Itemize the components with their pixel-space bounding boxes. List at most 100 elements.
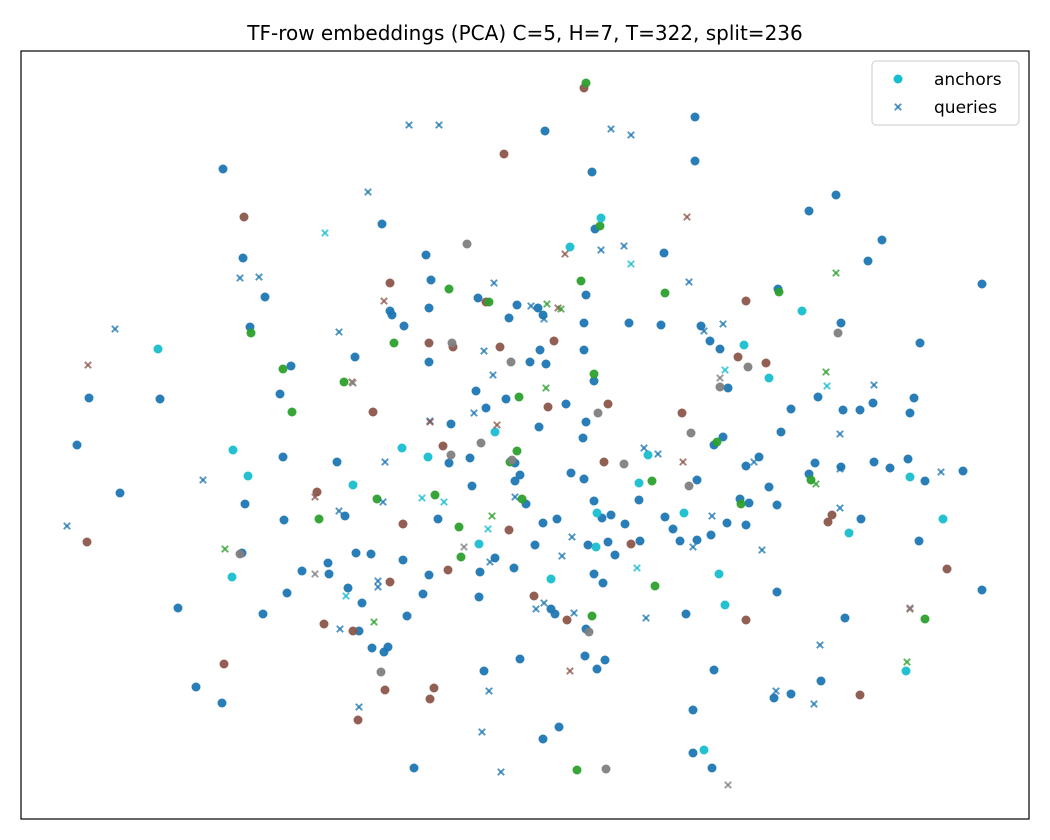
point-anchor-71: [877, 235, 887, 245]
point-anchor-83: [690, 112, 700, 122]
point-anchor-108: [446, 419, 456, 429]
point-anchor-237: [572, 765, 582, 775]
point-anchor-137: [238, 253, 248, 263]
point-anchor-35: [589, 569, 599, 579]
point-anchor-130: [279, 515, 289, 525]
point-anchor-67: [909, 393, 919, 403]
point-anchor-68: [958, 466, 968, 476]
point-query-65: [566, 667, 574, 675]
point-query-22: [199, 476, 207, 484]
point-anchor-272: [474, 539, 484, 549]
point-anchor-238: [462, 239, 472, 249]
point-anchor-91: [579, 345, 589, 355]
point-anchor-171: [239, 212, 249, 222]
point-anchor-7: [366, 549, 376, 559]
point-anchor-12: [155, 394, 165, 404]
point-query-9: [490, 279, 498, 287]
point-query-49: [485, 687, 493, 695]
point-query-6: [255, 273, 263, 281]
point-query-18: [489, 371, 497, 379]
point-query-55: [380, 297, 388, 305]
point-anchor-33: [530, 540, 540, 550]
point-anchor-257: [797, 306, 807, 316]
point-anchor-199: [319, 619, 329, 629]
point-anchor-179: [603, 399, 613, 409]
point-anchor-279: [227, 572, 237, 582]
point-anchor-5: [258, 609, 268, 619]
point-query-41: [570, 609, 578, 617]
point-anchor-153: [722, 518, 732, 528]
point-anchor-44: [668, 524, 678, 534]
point-query-39: [758, 546, 766, 554]
point-anchor-204: [353, 715, 363, 725]
point-anchor-198: [385, 577, 395, 587]
point-anchor-135: [260, 292, 270, 302]
point-anchor-124: [323, 558, 333, 568]
point-anchor-111: [424, 357, 434, 367]
point-query-17: [480, 347, 488, 355]
point-anchor-263: [397, 443, 407, 453]
point-anchor-253: [376, 667, 386, 677]
point-anchor-42: [706, 530, 716, 540]
legend-marker-queries: [894, 103, 902, 111]
point-anchor-178: [543, 402, 553, 412]
point-anchor-186: [626, 539, 636, 549]
point-anchor-52: [620, 519, 630, 529]
point-anchor-87: [624, 318, 634, 328]
point-anchor-78: [772, 500, 782, 510]
point-query-10: [527, 302, 535, 310]
point-anchor-49: [581, 417, 591, 427]
point-anchor-133: [278, 452, 288, 462]
point-query-24: [335, 507, 343, 515]
point-anchor-59: [776, 427, 786, 437]
point-anchor-74: [804, 206, 814, 216]
point-anchor-176: [495, 342, 505, 352]
point-anchor-77: [744, 498, 754, 508]
point-query-85: [721, 366, 729, 374]
point-anchor-161: [869, 457, 879, 467]
point-query-36: [836, 465, 844, 473]
point-anchor-192: [827, 510, 837, 520]
point-anchor-265: [348, 480, 358, 490]
point-anchor-95: [533, 303, 543, 313]
point-anchor-264: [423, 452, 433, 462]
point-anchor-276: [844, 528, 854, 538]
point-anchor-2: [538, 734, 548, 744]
point-anchor-187: [677, 408, 687, 418]
point-anchor-170: [499, 149, 509, 159]
point-anchor-110: [433, 514, 443, 524]
point-anchor-119: [350, 352, 360, 362]
point-anchor-36: [598, 578, 608, 588]
point-anchor-50: [566, 468, 576, 478]
point-anchor-64: [855, 405, 865, 415]
point-query-77: [349, 379, 357, 387]
point-query-76: [903, 658, 911, 666]
point-query-82: [906, 604, 914, 612]
point-anchor-122: [351, 548, 361, 558]
point-anchor-30: [579, 474, 589, 484]
point-anchor-213: [444, 284, 454, 294]
point-anchor-234: [650, 581, 660, 591]
point-anchor-233: [456, 552, 466, 562]
point-anchor-10: [72, 440, 82, 450]
point-query-88: [440, 498, 448, 506]
point-anchor-207: [855, 690, 865, 700]
point-query-86: [823, 382, 831, 390]
point-anchor-240: [447, 338, 457, 348]
point-anchor-127: [367, 643, 377, 653]
point-query-27: [568, 533, 576, 541]
point-anchor-205: [219, 659, 229, 669]
point-query-15: [719, 320, 727, 328]
point-anchor-98: [525, 357, 535, 367]
point-anchor-46: [634, 495, 644, 505]
point-query-47: [336, 625, 344, 633]
point-query-54: [816, 641, 824, 649]
point-query-51: [497, 768, 505, 776]
point-query-87: [418, 494, 426, 502]
point-anchor-183: [398, 519, 408, 529]
legend-box: [871, 60, 1020, 126]
point-anchor-25: [538, 518, 548, 528]
point-anchor-266: [490, 427, 500, 437]
point-anchor-259: [764, 373, 774, 383]
point-anchor-273: [546, 574, 556, 584]
